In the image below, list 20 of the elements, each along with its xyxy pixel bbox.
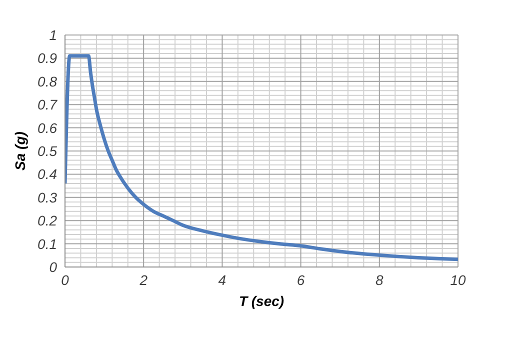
y-tick-label: 0.8 [38, 73, 58, 90]
x-tick-label: 8 [376, 272, 384, 288]
y-tick-label: 0.9 [38, 50, 58, 66]
y-tick-label: 0.5 [38, 142, 58, 159]
line-series [65, 54, 458, 262]
x-tick-label: 6 [296, 272, 305, 288]
x-tick-label: 10 [450, 272, 466, 288]
y-tick-label: 0.3 [38, 189, 58, 206]
x-axis-title: T (sec) [238, 293, 284, 309]
x-tick-label: 0 [61, 272, 70, 288]
y-tick-label: 0.2 [38, 212, 58, 229]
y-axis-title: Sa (g) [12, 131, 28, 170]
y-tick-label: 0 [49, 258, 58, 275]
y-tick-label: 0.4 [38, 166, 58, 182]
y-tick-label: 1 [49, 26, 57, 43]
x-tick-label: 2 [138, 272, 148, 288]
y-tick-label: 0.6 [38, 120, 58, 136]
y-tick-label: 0.7 [38, 96, 58, 113]
y-tick-label: 0.1 [38, 236, 57, 252]
x-tick-label: 4 [218, 272, 226, 288]
